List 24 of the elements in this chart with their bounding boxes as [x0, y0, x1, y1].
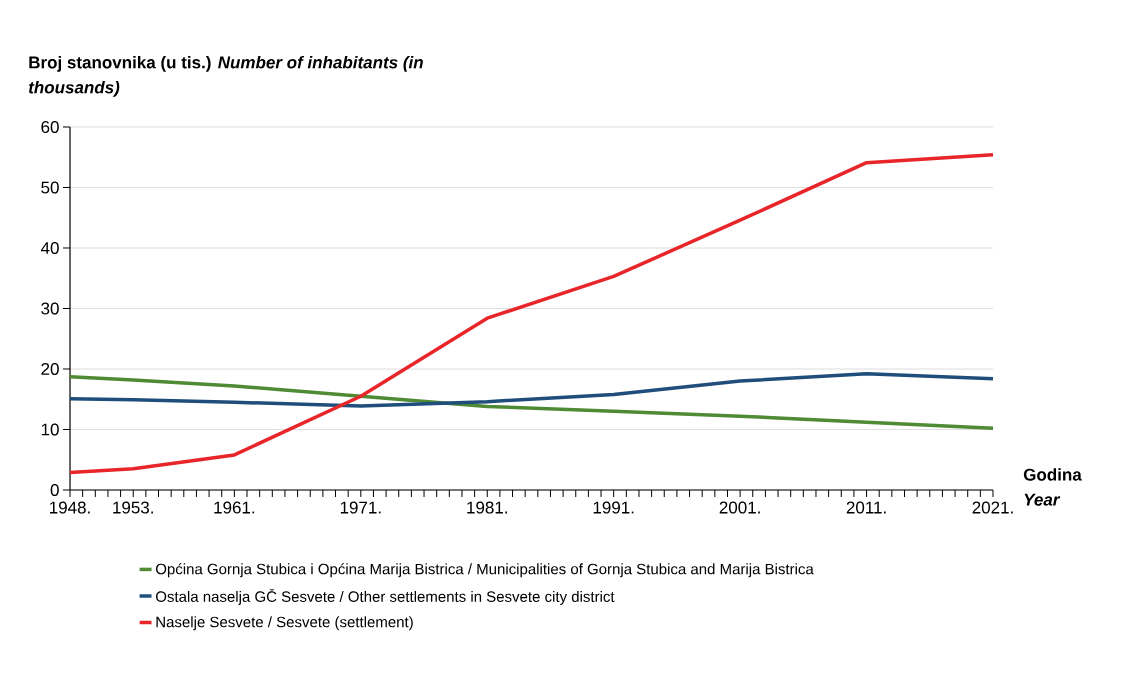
text: Broj stanovnika (u tis.) Number of inhabitants (in thousands) — [28, 55, 423, 97]
x-tick-label: 2011. — [846, 501, 886, 514]
y-tick-label: 10 — [41, 423, 59, 436]
x-tick-label: 1948. — [50, 501, 90, 514]
line-series — [68, 372, 995, 408]
x-tick-label: 2021. — [972, 501, 1013, 514]
y-tick-label: 20 — [41, 362, 59, 376]
y-tick-label: 40 — [40, 241, 59, 255]
line-series — [68, 153, 995, 475]
y-tick-label: 0 — [50, 483, 59, 497]
x-axis-title: Godina Year — [1023, 468, 1082, 506]
x-tick-label: 1971. — [340, 501, 381, 514]
line-series — [68, 375, 995, 431]
y-tick-label: 50 — [41, 181, 59, 194]
y-tick-label: 30 — [41, 302, 59, 315]
legend-label: Naselje Sesvete / Sesvete (settlement) — [156, 616, 413, 631]
x-tick-label: 1981. — [467, 501, 507, 514]
legend-label: Ostala naselja GČ Sesvete / Other settlements in Sesvete city district — [155, 588, 615, 605]
x-tick-label: 1953. — [113, 501, 153, 514]
x-tick-label: 1961. — [214, 501, 255, 514]
x-tick-label: 2001. — [719, 501, 760, 514]
legend-label: Općina Gornja Stubica i Općina Marija Bistrica / Municipalities of Gornja Stubica and Marija Bistrica — [155, 563, 814, 578]
x-tick-label: 1991. — [593, 501, 634, 514]
y-tick-label: 60 — [41, 120, 59, 134]
